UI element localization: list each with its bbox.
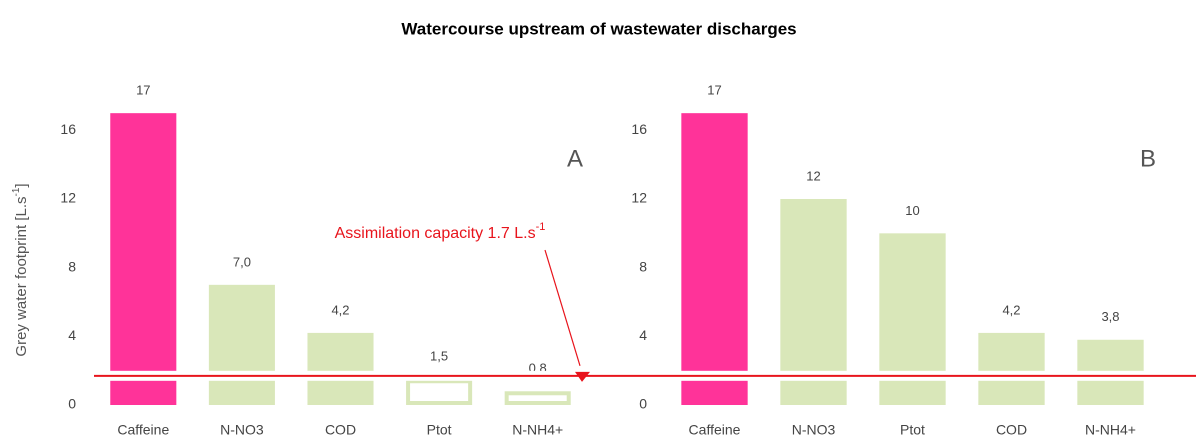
- y-tick-label: 16: [631, 121, 647, 137]
- x-tick-label: N-NH4+: [1085, 422, 1136, 438]
- y-tick-label: 0: [68, 396, 76, 412]
- annotation-sup: -1: [536, 221, 546, 233]
- bar: [110, 113, 177, 406]
- y-tick-label: 12: [60, 190, 76, 206]
- y-axis-label: Grey water footprint [L.s-1]: [11, 183, 30, 356]
- data-label: 12: [806, 168, 820, 183]
- bar: [681, 113, 748, 406]
- y-tick-label: 4: [68, 327, 76, 343]
- y-tick-label: 8: [68, 258, 76, 274]
- bar: [208, 284, 275, 405]
- annotation: Assimilation capacity 1.7 L.s-1: [335, 221, 546, 242]
- data-label: 17: [707, 83, 721, 98]
- y-tick-label: 0: [639, 396, 647, 412]
- x-tick-label: N-NO3: [220, 422, 264, 438]
- data-label: 4,2: [331, 302, 349, 317]
- y-tick-label: 8: [639, 258, 647, 274]
- data-label: 10: [905, 203, 919, 218]
- data-label: 17: [136, 83, 150, 98]
- data-label: 7,0: [233, 254, 251, 269]
- bar: [406, 379, 473, 405]
- y-label-end: ]: [13, 183, 30, 187]
- y-tick-label: 16: [60, 121, 76, 137]
- x-tick-label: COD: [325, 422, 356, 438]
- x-tick-label: N-NO3: [792, 422, 836, 438]
- bar: [780, 199, 847, 405]
- x-tick-label: COD: [996, 422, 1027, 438]
- x-tick-label: N-NH4+: [512, 422, 563, 438]
- data-label: 3,8: [1101, 309, 1119, 324]
- y-label-sup: -1: [11, 187, 22, 196]
- data-label: 4,2: [1002, 302, 1020, 317]
- bar: [307, 332, 374, 405]
- arrow-head: [575, 371, 590, 382]
- x-tick-label: Ptot: [427, 422, 452, 438]
- panel-label: B: [1140, 145, 1156, 172]
- panel-label: A: [567, 145, 583, 172]
- bar: [978, 332, 1045, 405]
- y-tick-label: 12: [631, 190, 647, 206]
- data-label: 1,5: [430, 349, 448, 364]
- chart-title: Watercourse upstream of wastewater disch…: [401, 19, 796, 38]
- annotation-text: Assimilation capacity 1.7 L.s: [335, 225, 536, 242]
- y-label-text: Grey water footprint [L.s: [13, 197, 30, 357]
- annotation-arrow: [544, 249, 581, 366]
- x-tick-label: Caffeine: [689, 422, 741, 438]
- y-tick-label: 4: [639, 327, 647, 343]
- x-tick-label: Caffeine: [117, 422, 169, 438]
- x-tick-label: Ptot: [900, 422, 925, 438]
- bar: [504, 391, 571, 405]
